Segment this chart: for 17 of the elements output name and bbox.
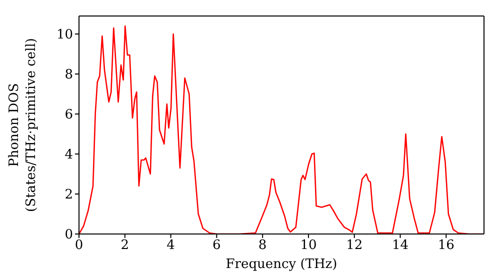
x-tick-label: 10	[300, 238, 317, 254]
y-tick-label: 4	[64, 148, 73, 163]
x-tick-label: 0	[74, 238, 84, 254]
y-tick-label: 2	[64, 188, 73, 203]
x-tick-label: 14	[392, 238, 409, 254]
y-tick-label: 8	[64, 68, 73, 83]
x-tick-label: 8	[258, 238, 267, 254]
y-tick-label: 0	[64, 228, 73, 243]
x-tick-label: 12	[346, 238, 363, 254]
x-axis-title: Frequency (THz)	[226, 257, 338, 272]
y-axis-title: Phonon DOS (States/THz·primitive cell)	[7, 38, 39, 212]
x-tick-label: 4	[166, 238, 175, 254]
y-tick-label: 6	[64, 108, 73, 123]
x-tick-label: 6	[212, 238, 221, 254]
x-tick-label: 16	[438, 238, 454, 254]
x-tick-label: 2	[120, 238, 130, 254]
y-tick-label: 10	[56, 28, 73, 43]
